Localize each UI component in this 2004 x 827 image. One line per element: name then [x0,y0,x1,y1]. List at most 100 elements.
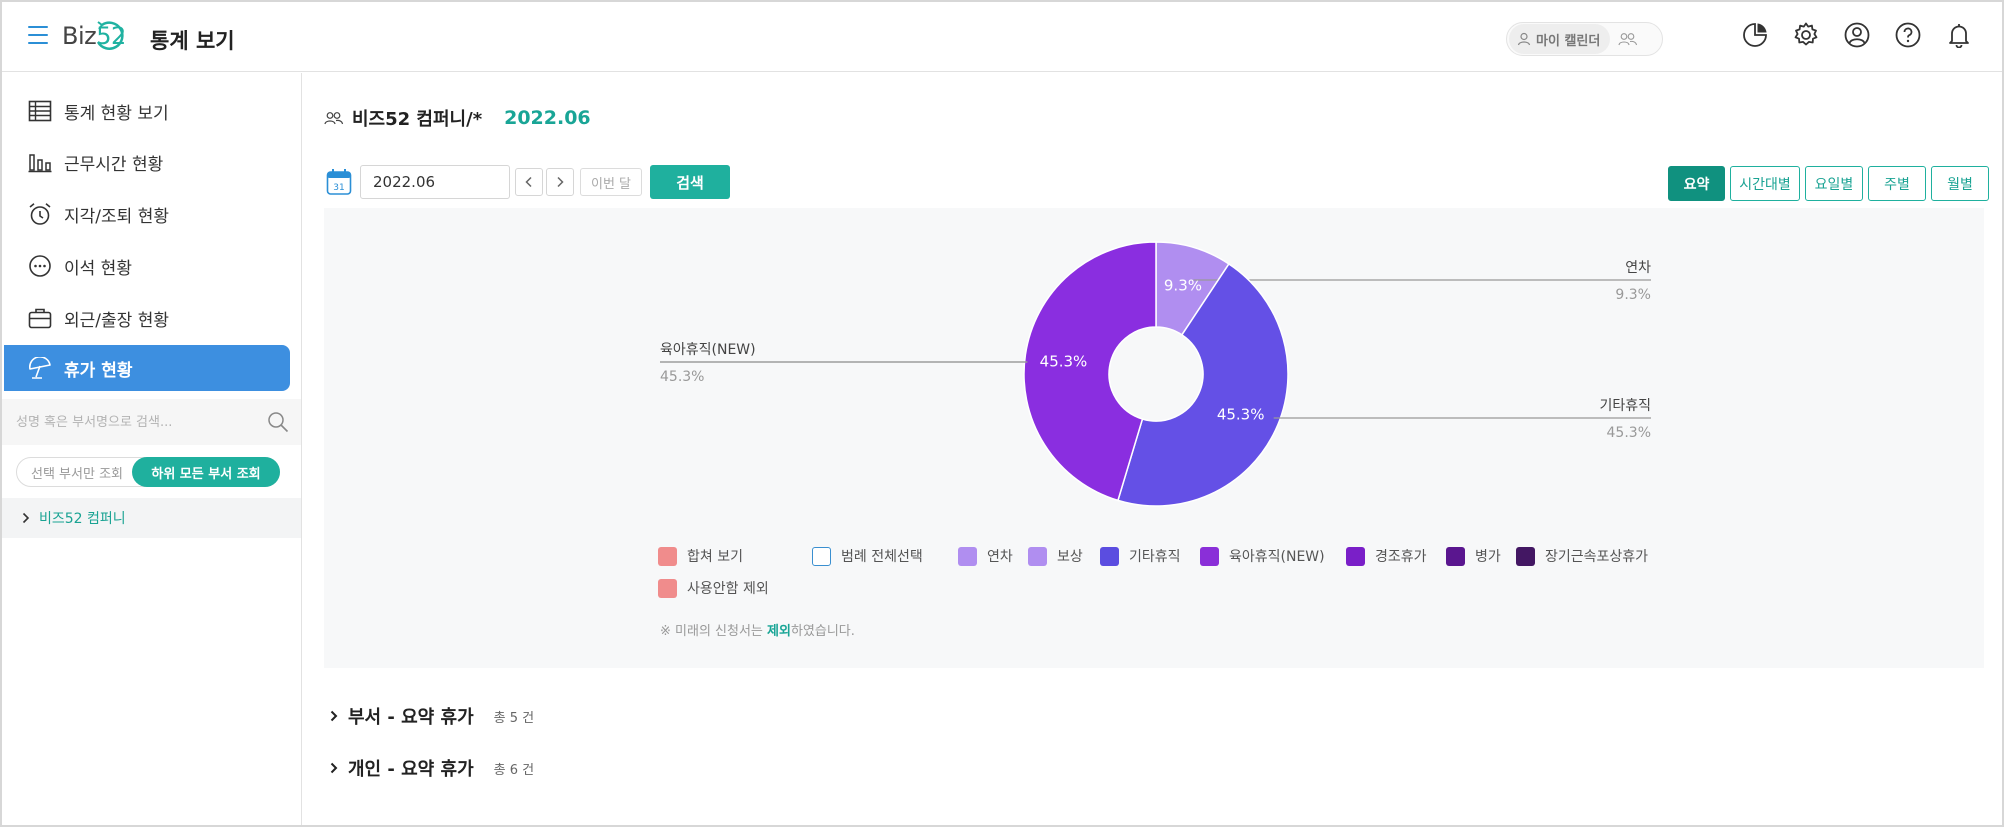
group-icon [324,112,344,125]
checkbox-icon[interactable] [1100,546,1119,566]
future-request-note: ※ 미래의 신청서는 제외하였습니다. [660,620,855,639]
chevron-right-icon[interactable] [330,762,338,774]
legend-label: 기타휴직 [1129,549,1181,565]
sidebar-item-business-trip[interactable]: 외근/출장 현황 [4,295,290,341]
legend-family-event[interactable]: 경조휴가 [1346,546,1427,566]
scope-selected-only[interactable]: 선택 부서만 조회 [31,466,123,482]
donut-slice [1117,262,1289,507]
callout-value: 9.3% [1615,287,1651,303]
section-title: 개인 - 요약 휴가 [348,759,474,780]
legend-long-service[interactable]: 장기근속포상휴가 [1516,546,1648,566]
checkbox-icon[interactable] [1346,546,1365,566]
tab-by-weekday[interactable]: 요일별 [1805,166,1863,201]
tab-by-week[interactable]: 주별 [1868,166,1926,201]
section-count: 총 6 건 [493,762,535,778]
checkbox-icon[interactable] [1446,546,1465,566]
group-icon [1618,33,1638,46]
legend-merge-view[interactable]: 합쳐 보기 [658,546,743,566]
my-calendar-label: 마이 캘린더 [1536,33,1601,49]
legend-label: 육아휴직(NEW) [1229,549,1325,565]
menu-icon[interactable] [28,26,48,44]
org-search-input[interactable] [16,414,267,430]
bell-icon[interactable] [1944,20,1974,50]
checkbox-icon[interactable] [658,546,677,566]
callout-name: 기타휴직 [1599,398,1651,414]
legend-compensation[interactable]: 보상 [1028,546,1083,566]
month-input[interactable] [360,165,510,199]
search-button[interactable]: 검색 [650,165,731,199]
callout-name: 연차 [1625,260,1651,276]
company-heading: 비즈52 컴퍼니/* 2022.06 [324,105,591,131]
checkbox-icon[interactable] [1516,546,1535,566]
chart-panel: 9.3% 연차 9.3% 45.3% 기타휴직 45.3% 45.3% 육아휴직(NEW) 45… [324,208,1984,668]
personal-summary-section[interactable]: 개인 - 요약 휴가 총 6 건 [330,755,534,781]
bar-chart-icon [28,154,52,173]
legend-exclude-unused[interactable]: 사용안함 제외 [658,578,769,598]
tree-item-root[interactable]: 비즈52 컴퍼니 [2,498,301,538]
sidebar-item-label: 외근/출장 현황 [64,310,169,331]
slice-value-label: 45.3% [1040,352,1088,370]
search-icon[interactable] [267,411,289,433]
tab-by-time[interactable]: 시간대별 [1730,166,1800,201]
slice-value-label: 45.3% [1217,406,1265,424]
more-circle-icon [29,255,51,277]
company-name: 비즈52 컴퍼니/* [352,109,483,130]
alarm-clock-icon [29,203,51,225]
tab-summary[interactable]: 요약 [1668,166,1725,201]
logo-ring-icon [96,21,124,50]
legend-sick-leave[interactable]: 병가 [1446,546,1501,566]
umbrella-icon [29,357,51,379]
legend-other-leave[interactable]: 기타휴직 [1100,546,1181,566]
donut-slice [1023,241,1157,502]
org-search [2,399,301,445]
callout-value: 45.3% [660,369,704,385]
page-title: 통계 보기 [150,29,235,53]
sidebar-item-vacation[interactable]: 휴가 현황 [4,345,290,391]
checkbox-icon[interactable] [958,546,977,566]
note-highlight: 제외 [767,624,791,639]
my-calendar-option[interactable]: 마이 캘린더 [1509,24,1611,54]
chevron-right-icon[interactable] [330,710,338,722]
this-month-button[interactable]: 이번 달 [580,168,643,196]
legend-parental-leave[interactable]: 육아휴직(NEW) [1200,546,1325,566]
account-icon[interactable] [1842,20,1872,50]
dept-summary-section[interactable]: 부서 - 요약 휴가 총 5 건 [330,703,534,729]
checkbox-icon[interactable] [812,546,831,566]
tree-item-label: 비즈52 컴퍼니 [39,511,126,527]
table-icon [28,100,52,122]
prev-month-button[interactable] [515,168,543,196]
sidebar-item-late-early[interactable]: 지각/조퇴 현황 [4,191,290,237]
callout-name: 육아휴직(NEW) [660,342,756,358]
help-icon[interactable] [1893,20,1923,50]
checkbox-icon[interactable] [658,578,677,598]
tab-by-month[interactable]: 월별 [1931,166,1989,201]
period-label: 2022.06 [504,107,591,129]
legend-label: 사용안함 제외 [687,581,769,597]
calendar-toggle[interactable]: 마이 캘린더 [1506,22,1663,56]
next-month-button[interactable] [546,168,574,196]
sidebar-item-label: 근무시간 현황 [64,154,164,175]
calendar-icon[interactable]: 31 [326,168,352,196]
legend-label: 연차 [987,549,1013,565]
chevron-right-icon[interactable] [22,512,30,524]
sidebar-item-work-hours[interactable]: 근무시간 현황 [4,139,290,185]
checkbox-icon[interactable] [1028,546,1047,566]
sidebar-item-stats-overview[interactable]: 통계 현황 보기 [4,88,290,134]
scope-toggle[interactable]: 선택 부서만 조회 하위 모든 부서 조회 [16,457,280,487]
scope-all-subdepartments[interactable]: 하위 모든 부서 조회 [132,457,280,487]
checkbox-icon[interactable] [1200,546,1219,566]
note-text: ※ 미래의 신청서는 [660,624,768,639]
date-controls: 31 이번 달 검색 [326,165,731,199]
logo[interactable]: Biz 52 [62,16,130,56]
sidebar-item-label: 지각/조퇴 현황 [64,206,169,227]
sidebar-item-label: 이석 현황 [64,258,132,279]
legend-annual[interactable]: 연차 [958,546,1013,566]
callout-value: 45.3% [1607,425,1651,441]
legend-label: 보상 [1057,549,1083,565]
group-calendar-option[interactable] [1618,32,1638,46]
pie-chart-icon[interactable] [1740,20,1770,50]
gear-icon[interactable] [1791,20,1821,50]
sidebar-item-away[interactable]: 이석 현황 [4,243,290,289]
legend-select-all[interactable]: 범례 전체선택 [812,546,923,566]
